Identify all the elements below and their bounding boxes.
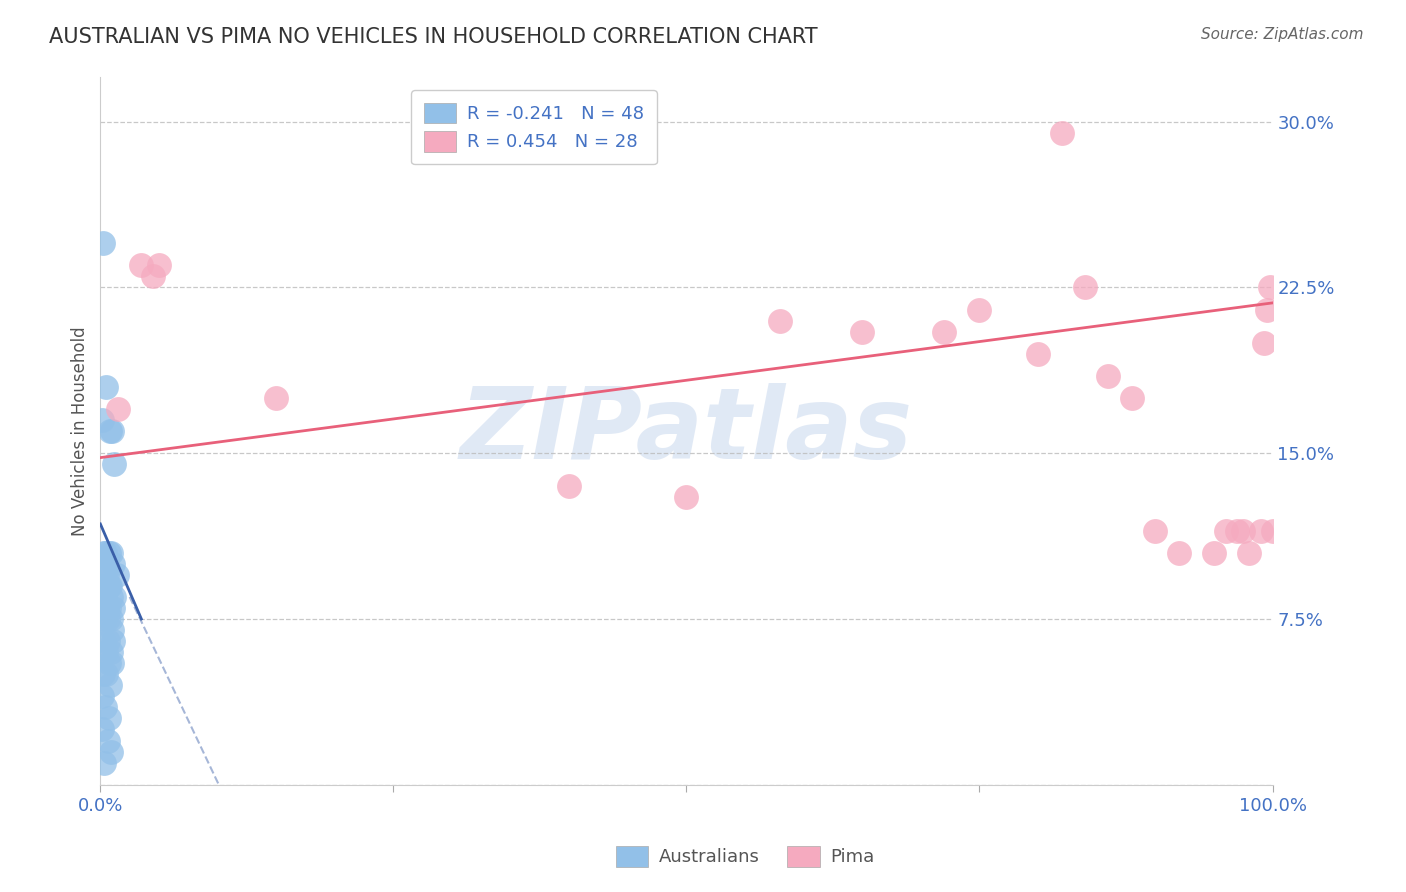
Point [97, 634, 120, 648]
Point [91, 236, 114, 251]
Point [96, 557, 118, 571]
Point [100, 590, 122, 604]
Point [1232, 524, 1254, 538]
Text: AUSTRALIAN VS PIMA NO VEHICLES IN HOUSEHOLD CORRELATION CHART: AUSTRALIAN VS PIMA NO VEHICLES IN HOUSEH… [49, 27, 818, 46]
Point [558, 479, 581, 493]
Point [103, 590, 125, 604]
Point [103, 557, 125, 571]
Point [1144, 524, 1167, 538]
Point [96, 380, 118, 394]
Y-axis label: No Vehicles in Household: No Vehicles in Household [72, 326, 89, 536]
Point [93, 546, 115, 560]
Point [101, 601, 124, 615]
Point [103, 457, 125, 471]
Point [93, 601, 115, 615]
Point [1237, 546, 1260, 560]
Point [101, 634, 124, 648]
Point [96, 667, 118, 681]
Point [1167, 546, 1189, 560]
Point [1074, 280, 1097, 294]
Point [98, 678, 121, 692]
Point [131, 258, 153, 272]
Point [98, 656, 121, 670]
Point [101, 623, 124, 637]
Legend: Australians, Pima: Australians, Pima [609, 838, 882, 874]
Text: ZIPatlas: ZIPatlas [460, 383, 912, 480]
Point [94, 645, 117, 659]
Legend: R = -0.241   N = 48, R = 0.454   N = 28: R = -0.241 N = 48, R = 0.454 N = 28 [411, 90, 657, 164]
Point [100, 612, 122, 626]
Point [91, 567, 114, 582]
Point [1250, 524, 1272, 538]
Point [142, 269, 165, 284]
Point [100, 546, 122, 560]
Point [94, 590, 117, 604]
Point [1226, 524, 1249, 538]
Point [101, 656, 124, 670]
Point [97, 612, 120, 626]
Point [90, 690, 112, 704]
Point [97, 711, 120, 725]
Point [934, 325, 956, 339]
Point [1258, 280, 1281, 294]
Point [675, 491, 697, 505]
Point [94, 700, 117, 714]
Point [97, 579, 120, 593]
Point [93, 756, 115, 770]
Point [93, 634, 115, 648]
Point [1202, 546, 1225, 560]
Point [969, 302, 991, 317]
Point [97, 546, 120, 560]
Point [98, 424, 121, 438]
Point [94, 612, 117, 626]
Text: Source: ZipAtlas.com: Source: ZipAtlas.com [1201, 27, 1364, 42]
Point [96, 601, 118, 615]
Point [264, 391, 287, 405]
Point [96, 567, 118, 582]
Point [1256, 302, 1278, 317]
Point [1026, 347, 1049, 361]
Point [148, 258, 170, 272]
Point [100, 645, 122, 659]
Point [851, 325, 873, 339]
Point [98, 579, 121, 593]
Point [97, 601, 120, 615]
Point [1121, 391, 1143, 405]
Point [107, 402, 129, 417]
Point [98, 579, 121, 593]
Point [97, 733, 120, 747]
Point [91, 667, 114, 681]
Point [100, 745, 122, 759]
Point [1097, 368, 1119, 383]
Point [94, 579, 117, 593]
Point [101, 424, 124, 438]
Point [105, 567, 128, 582]
Point [94, 546, 117, 560]
Point [91, 723, 114, 737]
Point [91, 413, 114, 427]
Point [93, 579, 115, 593]
Point [1215, 524, 1237, 538]
Point [1261, 524, 1284, 538]
Point [769, 313, 792, 327]
Point [1253, 335, 1275, 350]
Point [1050, 126, 1073, 140]
